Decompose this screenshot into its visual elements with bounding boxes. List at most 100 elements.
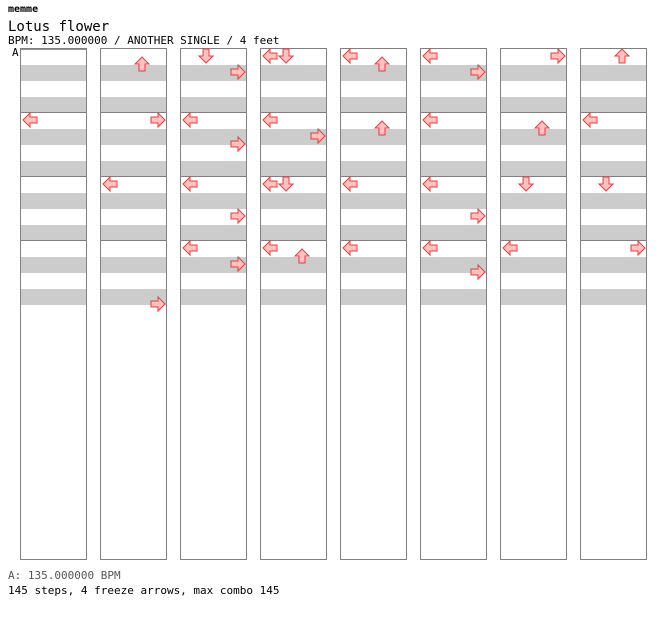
beat-band (181, 97, 246, 113)
right-arrow-note (230, 207, 246, 225)
right-arrow-note (470, 263, 486, 281)
measure-line (181, 176, 246, 177)
left-arrow-note (182, 175, 198, 193)
beat-band (261, 65, 326, 81)
measure-line (501, 176, 566, 177)
right-arrow-note (310, 127, 326, 145)
beat-band (581, 225, 646, 241)
bpm-summary: A: 135.000000 BPM (8, 569, 121, 582)
up-arrow-note (293, 248, 311, 264)
down-arrow-note (517, 176, 535, 192)
beat-band (261, 289, 326, 305)
measure-line (101, 112, 166, 113)
left-arrow-note (582, 111, 598, 129)
measure-line (581, 240, 646, 241)
beat-band (581, 129, 646, 145)
left-arrow-note (102, 175, 118, 193)
beat-band (21, 225, 86, 241)
beat-band (101, 257, 166, 273)
down-arrow-note (197, 48, 215, 64)
down-arrow-note (277, 48, 295, 64)
beat-band (501, 161, 566, 177)
measure-line (581, 176, 646, 177)
chart-column-3 (180, 48, 247, 560)
beat-band (341, 289, 406, 305)
beat-band (101, 97, 166, 113)
measure-line (261, 176, 326, 177)
beat-band (421, 129, 486, 145)
beat-band (181, 161, 246, 177)
left-arrow-note (502, 239, 518, 257)
measure-line (181, 240, 246, 241)
up-arrow-note (533, 120, 551, 136)
right-arrow-note (150, 111, 166, 129)
beat-band (21, 97, 86, 113)
beat-band (421, 161, 486, 177)
down-arrow-note (277, 176, 295, 192)
beat-band (261, 193, 326, 209)
left-arrow-note (262, 175, 278, 193)
up-arrow-note (613, 48, 631, 64)
measure-line (421, 112, 486, 113)
up-arrow-note (373, 120, 391, 136)
measure-line (421, 240, 486, 241)
beat-band (501, 225, 566, 241)
beat-band (261, 257, 326, 273)
beat-band (341, 97, 406, 113)
beat-band (181, 65, 246, 81)
beat-band (21, 289, 86, 305)
measure-line (341, 176, 406, 177)
beat-band (341, 65, 406, 81)
beat-band (421, 193, 486, 209)
beat-band (21, 257, 86, 273)
measure-line (181, 112, 246, 113)
measure-line (581, 112, 646, 113)
beat-band (421, 257, 486, 273)
chart-column-5 (340, 48, 407, 560)
beat-band (341, 193, 406, 209)
left-arrow-note (342, 239, 358, 257)
beat-band (341, 161, 406, 177)
beat-band (261, 129, 326, 145)
left-arrow-note (262, 47, 278, 65)
chart-column-4 (260, 48, 327, 560)
right-arrow-note (230, 135, 246, 153)
measure-line (501, 112, 566, 113)
beat-band (501, 257, 566, 273)
beat-band (101, 65, 166, 81)
up-arrow-note (133, 56, 151, 72)
beat-band (101, 193, 166, 209)
down-arrow-note (597, 176, 615, 192)
measure-line (341, 112, 406, 113)
chart-column-7 (500, 48, 567, 560)
up-arrow-note (373, 56, 391, 72)
beat-band (581, 97, 646, 113)
beat-band (341, 129, 406, 145)
chart-info: BPM: 135.000000 / ANOTHER SINGLE / 4 fee… (8, 34, 280, 47)
beat-band (581, 161, 646, 177)
beat-band (181, 193, 246, 209)
right-arrow-note (550, 47, 566, 65)
beat-band (581, 257, 646, 273)
song-title: Lotus flower (8, 19, 110, 35)
beat-band (181, 257, 246, 273)
chart-column-6 (420, 48, 487, 560)
artist-name: memme (8, 4, 39, 15)
left-arrow-note (422, 47, 438, 65)
left-arrow-note (182, 111, 198, 129)
beat-band (101, 289, 166, 305)
chart-column-1 (20, 48, 87, 560)
beat-band (501, 97, 566, 113)
bpm-marker-line (21, 49, 87, 50)
beat-band (181, 225, 246, 241)
left-arrow-note (262, 111, 278, 129)
beat-band (21, 129, 86, 145)
left-arrow-note (182, 239, 198, 257)
left-arrow-note (422, 175, 438, 193)
beat-band (421, 97, 486, 113)
beat-band (341, 257, 406, 273)
beat-band (501, 289, 566, 305)
measure-line (21, 240, 86, 241)
measure-line (21, 112, 86, 113)
left-arrow-note (342, 175, 358, 193)
